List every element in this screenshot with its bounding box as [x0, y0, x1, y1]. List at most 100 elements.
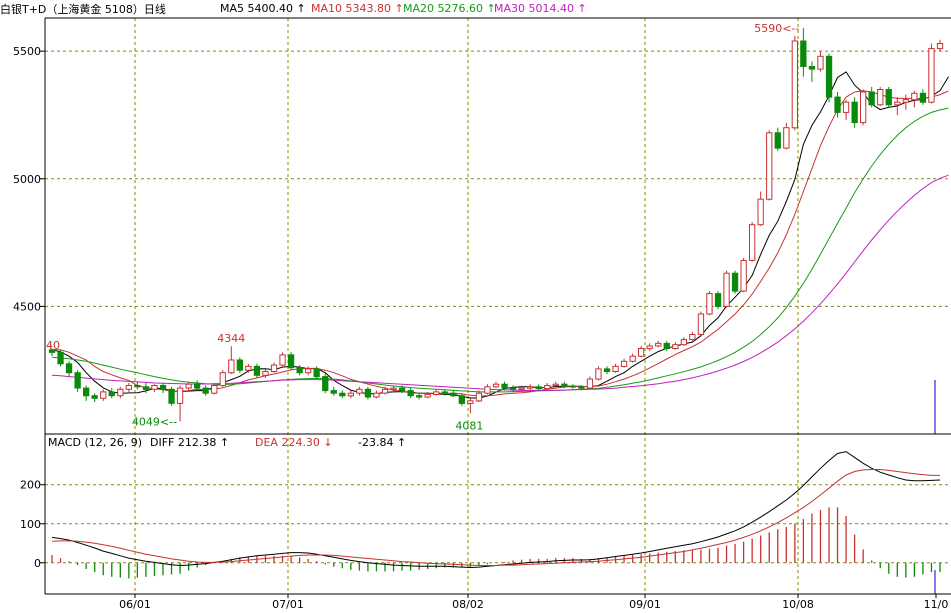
grid-lines: 06/01 07/01 08/02 09/01 10/08 11/0 4500 5000 550… [13, 18, 951, 611]
candle [757, 191, 764, 226]
candle [390, 385, 397, 392]
ma-line-ma20 [51, 107, 949, 393]
candle-body [159, 385, 167, 390]
candle [407, 388, 414, 399]
x-tick-label: 06/01 [119, 598, 151, 610]
candle [48, 348, 56, 357]
candle-body [885, 89, 892, 106]
candle-body [381, 388, 389, 394]
macd-tick-label: 100 [20, 518, 41, 531]
candle-body [125, 385, 132, 390]
candle [313, 366, 320, 380]
candle-body [791, 40, 799, 129]
candle [877, 86, 884, 107]
candle [57, 349, 64, 367]
candle-body [936, 43, 944, 50]
candle-body [518, 387, 525, 390]
candle [509, 385, 517, 392]
candle [936, 39, 944, 52]
y-tick-label: 5500 [13, 45, 41, 58]
candle [467, 398, 474, 414]
chart-frame [44, 17, 951, 598]
candle [475, 390, 483, 403]
macd-dea-line [51, 469, 940, 566]
x-tick-label: 11/0 [924, 598, 949, 610]
candle [219, 370, 226, 387]
candle-body [270, 364, 278, 373]
candle [100, 389, 107, 401]
candle [885, 86, 892, 108]
macd-diff-readout: DIFF 212.38 ↑ [150, 436, 230, 449]
candle [749, 222, 756, 262]
candle [458, 393, 466, 406]
annotation-label: 4081 [455, 419, 483, 432]
x-tick-label: 07/01 [272, 598, 304, 610]
candle-body [492, 383, 500, 388]
candle [791, 35, 799, 131]
candle-body [142, 386, 150, 390]
candle [484, 384, 491, 395]
candle [117, 386, 124, 399]
candle-body [467, 400, 474, 404]
candle [364, 386, 372, 400]
candle-body [655, 342, 662, 347]
macd-title: MACD (12, 26, 9) [48, 436, 143, 449]
candle [655, 340, 662, 348]
candle-body [894, 101, 901, 106]
candle [919, 89, 927, 105]
candle-body [450, 392, 457, 397]
annotation-label: 5590<-- [754, 22, 799, 35]
candle [518, 385, 525, 391]
candle-body [561, 383, 568, 387]
macd-diff-line [51, 451, 941, 569]
candle-body [390, 387, 397, 390]
candle-body [313, 368, 320, 378]
candle-body [424, 393, 431, 398]
x-tick-label: 09/01 [629, 598, 661, 610]
candle-body [663, 342, 670, 349]
candle [398, 385, 406, 394]
candle-body [458, 395, 466, 404]
candle [305, 366, 312, 376]
candle [774, 127, 781, 151]
candle [416, 393, 423, 400]
candle [108, 388, 115, 399]
candle-body [416, 395, 423, 398]
candle [296, 365, 303, 376]
candle-body [202, 387, 209, 394]
candle [245, 363, 252, 373]
candle [211, 382, 218, 395]
candle-body [108, 391, 115, 397]
candle-body [697, 313, 705, 335]
macd-panel [51, 451, 941, 594]
candle-body [569, 385, 577, 388]
candle-body [749, 224, 756, 261]
candle [236, 357, 243, 373]
instrument-title: 白银T+D（上海黄金 5108）日线 [0, 3, 166, 16]
candle [253, 363, 261, 378]
macd-hist-readout: -23.84 ↑ [358, 436, 407, 449]
candle-body [902, 99, 910, 103]
candle-body [117, 388, 124, 397]
candle [544, 382, 551, 391]
x-tick-label: 08/02 [452, 598, 484, 610]
candle-body [356, 388, 363, 394]
ma10-readout: MA10 5343.80 ↑ [311, 2, 404, 15]
annotation-label: 4049<-- [132, 415, 177, 428]
candle-body [364, 388, 372, 398]
candle [663, 340, 670, 352]
candle [279, 352, 286, 368]
moving-average-lines [51, 71, 949, 399]
candle [381, 386, 389, 395]
candle [612, 363, 619, 373]
candle-body [706, 293, 713, 315]
candle [860, 89, 867, 126]
macd-tick-label: 0 [34, 557, 41, 570]
candle [689, 331, 696, 341]
ma20-readout: MA20 5276.60 ↑ [403, 2, 496, 15]
candle [492, 381, 500, 389]
candle-body [851, 101, 858, 124]
candle [552, 381, 559, 388]
candle-body [509, 387, 517, 390]
